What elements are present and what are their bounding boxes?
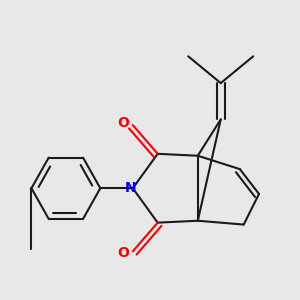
Text: N: N <box>125 181 137 195</box>
Text: O: O <box>117 246 129 260</box>
Text: O: O <box>117 116 129 130</box>
